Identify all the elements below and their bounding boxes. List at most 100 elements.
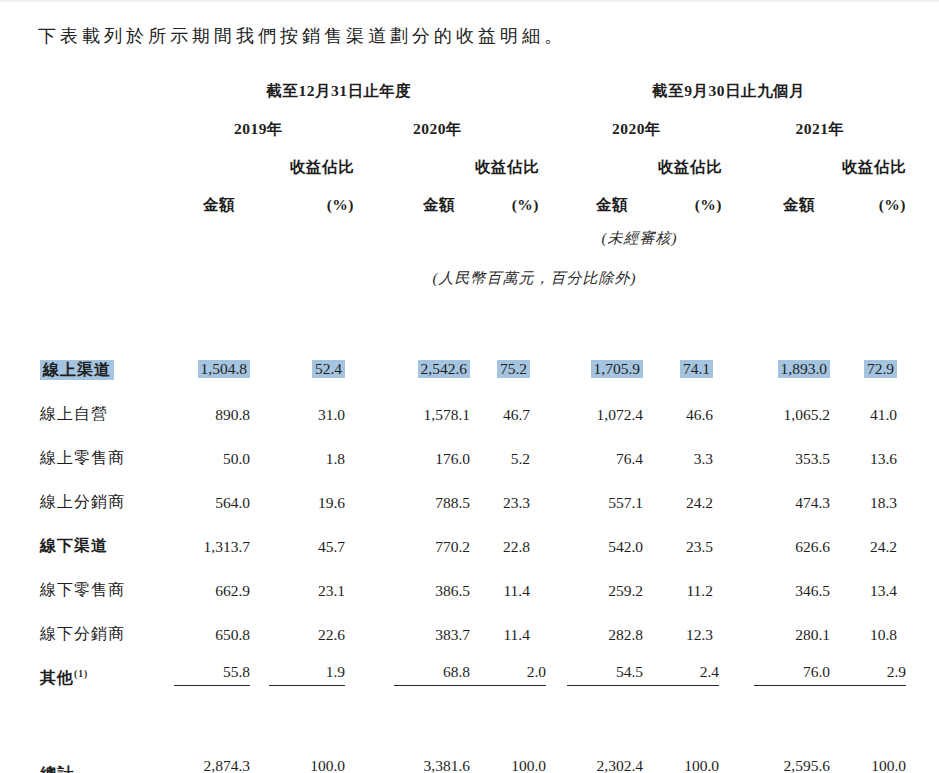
cell-value: 1,313.7 xyxy=(204,539,251,555)
row-label: 線下零售商 xyxy=(40,581,125,598)
cell-value: 3,381.6 xyxy=(394,758,470,773)
row-label: 線下分銷商 xyxy=(40,625,125,642)
cell-value: 1,065.2 xyxy=(784,407,831,423)
cell-value: 5.2 xyxy=(511,451,530,467)
cell-value: 280.1 xyxy=(795,627,830,643)
page-top-edge xyxy=(0,0,939,2)
cell-value: 55.8 xyxy=(174,664,250,687)
cell-value: 76.0 xyxy=(754,664,830,687)
table-row: 線上分銷商564.019.6788.523.3557.124.2474.318.… xyxy=(40,472,897,516)
period-group-annual: 截至12月31日止年度 xyxy=(267,82,412,99)
period-group-row: 截至12月31日止年度 截至9月30日止九個月 xyxy=(40,64,897,98)
year-header-row: 2019年 2020年 2020年 2021年 xyxy=(40,98,897,136)
row-label: 線上自營 xyxy=(40,405,108,422)
cell-value: 23.5 xyxy=(686,539,713,555)
cell-value: 474.3 xyxy=(795,495,830,511)
cell-value: 564.0 xyxy=(215,495,250,511)
cell-value: 10.8 xyxy=(870,627,897,643)
period-group-ninemonths: 截至9月30日止九個月 xyxy=(652,82,805,99)
percent-label: (%) xyxy=(327,197,354,213)
cell-value: 557.1 xyxy=(608,495,643,511)
cell-value: 100.0 xyxy=(470,758,546,773)
cell-value: 22.6 xyxy=(318,627,345,643)
cell-value: 12.3 xyxy=(686,627,713,643)
amount-label: 金額 xyxy=(596,197,628,213)
cell-value: 788.5 xyxy=(435,495,470,511)
cell-value: 2,595.6 xyxy=(754,758,830,773)
row-label: 線上渠道 xyxy=(40,360,114,380)
cell-value: 542.0 xyxy=(608,539,643,555)
cell-value: 24.2 xyxy=(870,539,897,555)
intro-text: 下表載列於所示期間我們按銷售渠道劃分的收益明細。 xyxy=(38,24,918,48)
year-label-2019: 2019年 xyxy=(234,120,283,137)
table-row: 線上自營890.831.01,578.146.71,072.446.61,065… xyxy=(40,384,897,428)
cell-value: 1.8 xyxy=(326,451,345,467)
cell-value: 2.0 xyxy=(470,664,546,687)
cell-value: 1,893.0 xyxy=(778,360,831,379)
table-row: 線下零售商662.923.1386.511.4259.211.2346.513.… xyxy=(40,560,897,604)
cell-value: 3.3 xyxy=(694,451,713,467)
revenue-share-label: 收益佔比 xyxy=(290,159,354,175)
cell-value: 100.0 xyxy=(643,758,719,773)
cell-value: 176.0 xyxy=(435,451,470,467)
cell-value: 13.6 xyxy=(870,451,897,467)
cell-value: 22.8 xyxy=(503,539,530,555)
cell-value: 11.4 xyxy=(503,627,530,643)
percent-label: (%) xyxy=(512,197,539,213)
cell-value: 100.0 xyxy=(830,758,906,773)
units-note-row: (人民幣百萬元，百分比除外) xyxy=(40,246,897,286)
cell-value: 2,542.6 xyxy=(418,360,471,379)
cell-value: 2.9 xyxy=(830,664,906,687)
amount-percent-header-row: 金額 (%) 金額 (%) 金額 (%) 金額 (%) xyxy=(40,174,897,212)
cell-value: 383.7 xyxy=(435,627,470,643)
row-label: 總計 xyxy=(40,765,74,773)
row-label: 其他 xyxy=(40,669,74,686)
revenue-share-label: 收益佔比 xyxy=(842,159,906,175)
cell-value: 2,874.3 xyxy=(174,758,250,773)
cell-value: 13.4 xyxy=(870,583,897,599)
row-label: 線下渠道 xyxy=(40,537,108,554)
percent-label: (%) xyxy=(695,197,722,213)
units-note: (人民幣百萬元，百分比除外) xyxy=(433,270,637,286)
cell-value: 1,705.9 xyxy=(591,360,644,379)
cell-value: 75.2 xyxy=(497,360,530,379)
row-label: 線上分銷商 xyxy=(40,493,125,510)
cell-value: 662.9 xyxy=(215,583,250,599)
cell-value: 353.5 xyxy=(795,451,830,467)
cell-value: 259.2 xyxy=(608,583,643,599)
cell-value: 650.8 xyxy=(215,627,250,643)
revenue-share-header-row: 收益佔比 收益佔比 收益佔比 收益佔比 xyxy=(40,136,897,174)
cell-value: 46.7 xyxy=(503,407,530,423)
cell-value: 46.6 xyxy=(686,407,713,423)
cell-value: 74.1 xyxy=(680,360,713,379)
footnote-ref: (1) xyxy=(74,669,88,679)
cell-value: 2,302.4 xyxy=(567,758,643,773)
cell-value: 45.7 xyxy=(318,539,345,555)
table-row: 線下分銷商 650.8 22.6 383.7 11.4 282.8 12.3 280.1 10.… xyxy=(40,604,897,648)
cell-value: 76.4 xyxy=(616,451,643,467)
cell-value: 282.8 xyxy=(608,627,643,643)
table-row: 線上渠道1,504.852.42,542.675.21,705.974.11,8… xyxy=(40,340,897,384)
cell-value: 890.8 xyxy=(215,407,250,423)
cell-value: 23.1 xyxy=(318,583,345,599)
table-gap xyxy=(40,692,897,738)
cell-value: 2.4 xyxy=(643,664,719,687)
unaudited-note-row: (未經審核) xyxy=(40,212,897,246)
cell-value: 1,072.4 xyxy=(597,407,644,423)
cell-value: 24.2 xyxy=(686,495,713,511)
row-label: 線上零售商 xyxy=(40,449,125,466)
cell-value: 31.0 xyxy=(318,407,345,423)
revenue-share-label: 收益佔比 xyxy=(658,159,722,175)
cell-value: 23.3 xyxy=(503,495,530,511)
table-row: 線下渠道1,313.745.7770.222.8542.023.5626.624… xyxy=(40,516,897,560)
table-row: 其他(1)55.81.968.82.054.52.476.02.9 xyxy=(40,648,897,692)
cell-value: 18.3 xyxy=(870,495,897,511)
year-label-2020: 2020年 xyxy=(413,120,462,137)
cell-value: 1,504.8 xyxy=(198,360,251,379)
cell-value: 100.0 xyxy=(269,758,345,773)
cell-value: 41.0 xyxy=(870,407,897,423)
percent-label: (%) xyxy=(879,197,906,213)
revenue-share-label: 收益佔比 xyxy=(475,159,539,175)
cell-value: 1.9 xyxy=(269,664,345,687)
table-row: 線上零售商50.01.8176.05.276.43.3353.513.6 xyxy=(40,428,897,472)
